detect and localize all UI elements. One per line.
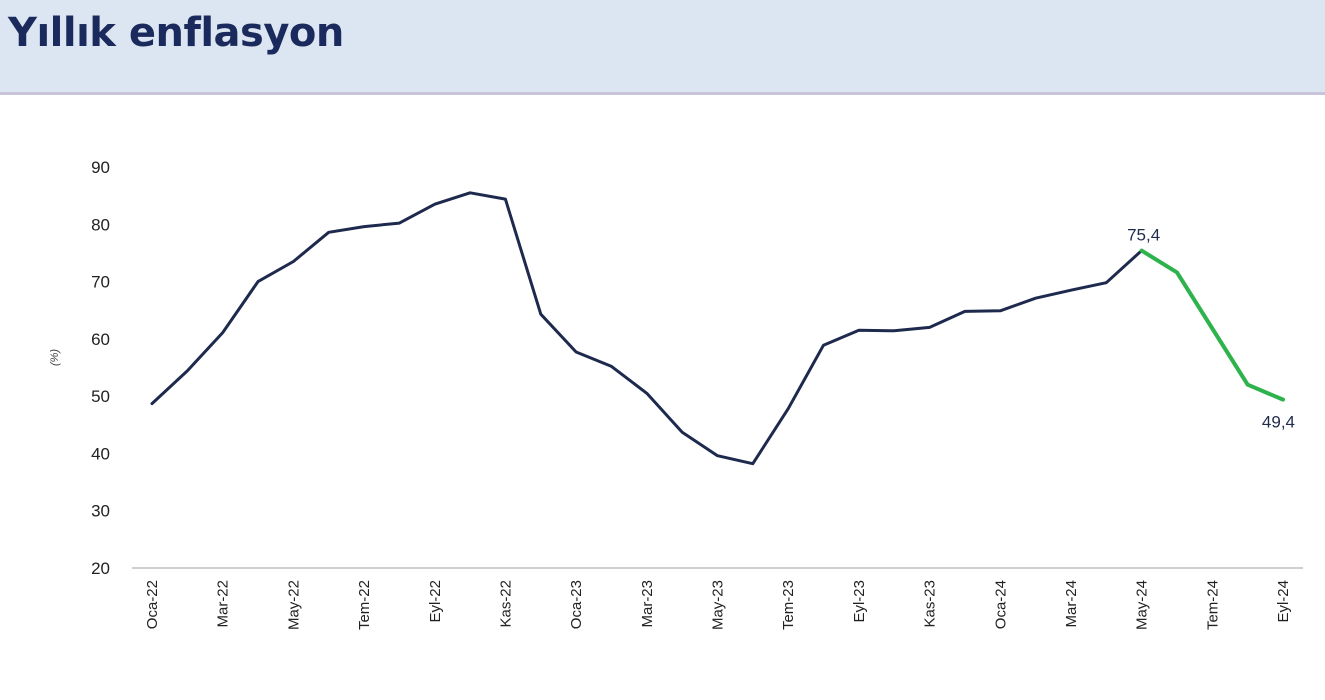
data-labels: 75,4 49,4 xyxy=(1127,226,1295,432)
x-tick-label: Mar-22 xyxy=(215,580,232,628)
page-title: Yıllık enflasyon xyxy=(8,10,344,56)
y-tick-label: 40 xyxy=(91,444,110,463)
x-tick-label: Kas-22 xyxy=(497,580,514,628)
y-tick-label: 20 xyxy=(91,559,110,578)
y-tick-label: 70 xyxy=(91,273,110,292)
x-tick-label: Tem-24 xyxy=(1204,580,1221,630)
y-tick-label: 80 xyxy=(91,215,110,234)
y-tick-label: 30 xyxy=(91,502,110,521)
x-tick-label: Mar-24 xyxy=(1063,580,1080,628)
x-tick-label: Eyl-24 xyxy=(1275,580,1292,623)
data-label: 75,4 xyxy=(1127,226,1160,245)
series-group xyxy=(150,191,1285,466)
x-axis: Oca-22 Mar-22 May-22 Tem-22 Eyl-22 Kas-22 Oca-… xyxy=(144,580,1292,630)
x-tick-label: Kas-23 xyxy=(922,580,939,628)
x-tick-label: Mar-23 xyxy=(639,580,656,628)
x-tick-label: Tem-22 xyxy=(356,580,373,630)
y-tick-label: 90 xyxy=(91,158,110,177)
title-band xyxy=(0,0,1325,95)
series-line-main xyxy=(150,191,1144,466)
x-tick-label: Oca-22 xyxy=(144,580,161,629)
x-tick-label: May-23 xyxy=(710,580,727,630)
inflation-line-chart: 90 80 70 60 50 40 30 20 Oca-22 Mar-22 May-22 Tem-2… xyxy=(49,158,1303,630)
x-tick-label: May-24 xyxy=(1134,580,1151,630)
x-tick-label: Oca-23 xyxy=(568,580,585,629)
x-tick-label: Eyl-23 xyxy=(851,580,868,623)
x-tick-label: May-22 xyxy=(285,580,302,630)
y-tick-label: 60 xyxy=(91,330,110,349)
y-tick-label: 50 xyxy=(91,387,110,406)
x-tick-label: Eyl-22 xyxy=(427,580,444,623)
y-axis-label: (%) xyxy=(49,349,61,366)
x-tick-label: Oca-24 xyxy=(992,580,1009,629)
series-line-recent xyxy=(1139,248,1285,402)
x-tick-label: Tem-23 xyxy=(780,580,797,630)
data-label: 49,4 xyxy=(1262,413,1295,432)
y-axis: 90 80 70 60 50 40 30 20 xyxy=(91,158,110,578)
